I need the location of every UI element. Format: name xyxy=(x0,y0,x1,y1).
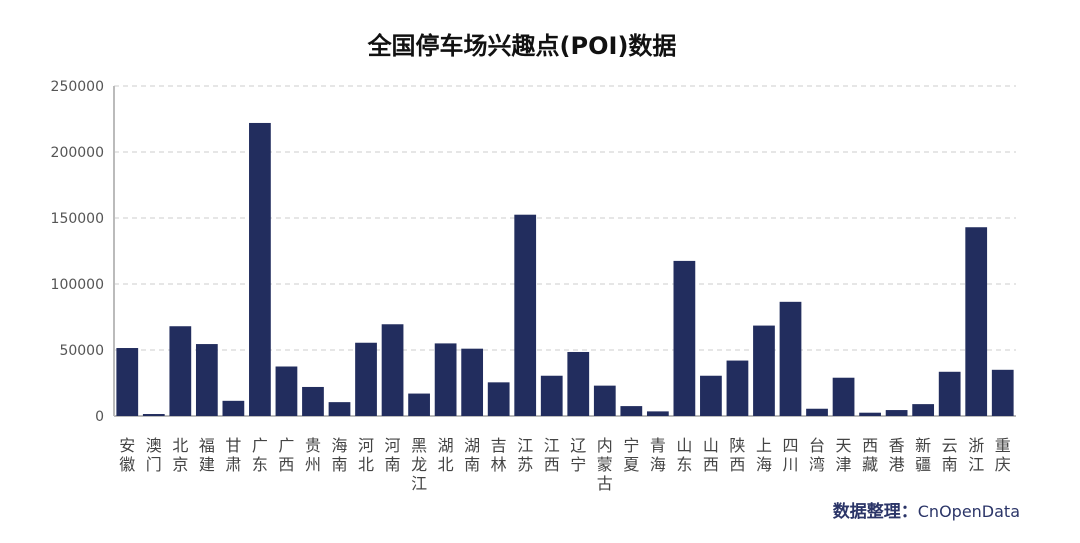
x-tick-label: 河南 xyxy=(385,436,401,474)
bar-河北 xyxy=(355,342,377,416)
bar-上海 xyxy=(753,325,775,416)
x-tick-label: 上海 xyxy=(756,436,772,474)
bar-湖北 xyxy=(434,343,457,416)
x-tick-label: 山东 xyxy=(676,436,692,474)
bar-湖南 xyxy=(461,348,484,416)
x-tick-label: 内蒙古 xyxy=(597,436,613,493)
bar-四川 xyxy=(779,301,802,416)
y-tick-label: 200000 xyxy=(51,145,104,161)
x-tick-labels: 安徽澳门北京福建甘肃广东广西贵州海南河北河南黑龙江湖北湖南吉林江苏江西辽宁内蒙古… xyxy=(119,436,1010,493)
bar-山西 xyxy=(700,375,722,416)
x-tick-label: 山西 xyxy=(703,436,719,474)
bars xyxy=(116,122,1014,417)
x-tick-label: 辽宁 xyxy=(570,436,586,474)
x-tick-label: 北京 xyxy=(172,436,188,474)
x-tick-label: 黑龙江 xyxy=(411,436,427,493)
x-tick-label: 浙江 xyxy=(968,436,984,474)
x-tick-label: 贵州 xyxy=(305,436,321,474)
bar-台湾 xyxy=(806,408,828,416)
y-tick-label: 0 xyxy=(95,409,104,425)
x-tick-label: 甘肃 xyxy=(225,436,241,474)
x-tick-label: 广西 xyxy=(278,436,294,474)
x-tick-label: 西藏 xyxy=(862,436,878,474)
bar-福建 xyxy=(195,344,218,416)
bar-广西 xyxy=(275,366,298,416)
x-tick-label: 陕西 xyxy=(729,436,745,474)
bar-新疆 xyxy=(912,404,935,416)
bar-云南 xyxy=(938,371,961,416)
x-tick-label: 湖北 xyxy=(438,436,454,474)
bar-陕西 xyxy=(726,360,749,416)
bar-西藏 xyxy=(859,412,881,416)
x-tick-label: 青海 xyxy=(650,436,666,474)
bar-山东 xyxy=(673,260,696,416)
x-tick-label: 吉林 xyxy=(491,436,507,474)
x-tick-label: 河北 xyxy=(358,436,374,474)
bar-甘肃 xyxy=(222,400,245,416)
bar-吉林 xyxy=(487,382,510,416)
x-tick-label: 新疆 xyxy=(915,436,931,474)
grid-lines xyxy=(114,85,1016,351)
bar-北京 xyxy=(169,326,192,416)
x-tick-label: 香港 xyxy=(889,436,905,474)
bar-浙江 xyxy=(965,227,988,416)
bar-宁夏 xyxy=(620,406,643,416)
bar-贵州 xyxy=(302,386,324,416)
x-tick-label: 宁夏 xyxy=(623,436,639,474)
bar-江苏 xyxy=(514,214,537,416)
x-tick-label: 海南 xyxy=(331,436,347,474)
x-tick-label: 福建 xyxy=(199,436,215,474)
x-tick-label: 云南 xyxy=(942,436,958,474)
x-tick-label: 重庆 xyxy=(995,436,1011,474)
x-tick-label: 安徽 xyxy=(119,436,135,474)
bar-海南 xyxy=(328,402,351,416)
x-tick-label: 四川 xyxy=(782,436,798,474)
bar-内蒙古 xyxy=(593,385,616,416)
y-tick-label: 50000 xyxy=(59,343,104,359)
bar-河南 xyxy=(381,324,404,416)
x-tick-label: 天津 xyxy=(836,436,852,474)
bar-澳门 xyxy=(142,414,165,416)
x-tick-label: 湖南 xyxy=(464,436,480,474)
credit: 数据整理：CnOpenData xyxy=(833,501,1020,522)
bar-天津 xyxy=(832,377,855,416)
x-tick-label: 台湾 xyxy=(809,436,825,474)
x-tick-label: 澳门 xyxy=(146,436,162,474)
y-tick-label: 250000 xyxy=(51,79,104,95)
y-tick-labels: 0 50000 100000 150000 200000 250000 xyxy=(51,79,104,425)
bar-辽宁 xyxy=(567,351,590,416)
bar-青海 xyxy=(646,411,669,416)
chart-title: 全国停车场兴趣点(POI)数据 xyxy=(367,32,677,60)
bar-江西 xyxy=(540,375,563,416)
bar-安徽 xyxy=(116,348,139,416)
x-tick-label: 广东 xyxy=(252,436,268,474)
bar-广东 xyxy=(249,122,271,417)
credit-brand: CnOpenData xyxy=(918,502,1020,521)
y-tick-label: 150000 xyxy=(51,211,104,227)
x-tick-label: 江西 xyxy=(544,436,560,474)
bar-黑龙江 xyxy=(408,393,430,416)
bar-香港 xyxy=(885,410,908,416)
credit-label: 数据整理： xyxy=(833,501,918,522)
x-tick-label: 江苏 xyxy=(517,436,533,474)
y-tick-label: 100000 xyxy=(51,277,104,293)
bar-重庆 xyxy=(991,369,1014,416)
